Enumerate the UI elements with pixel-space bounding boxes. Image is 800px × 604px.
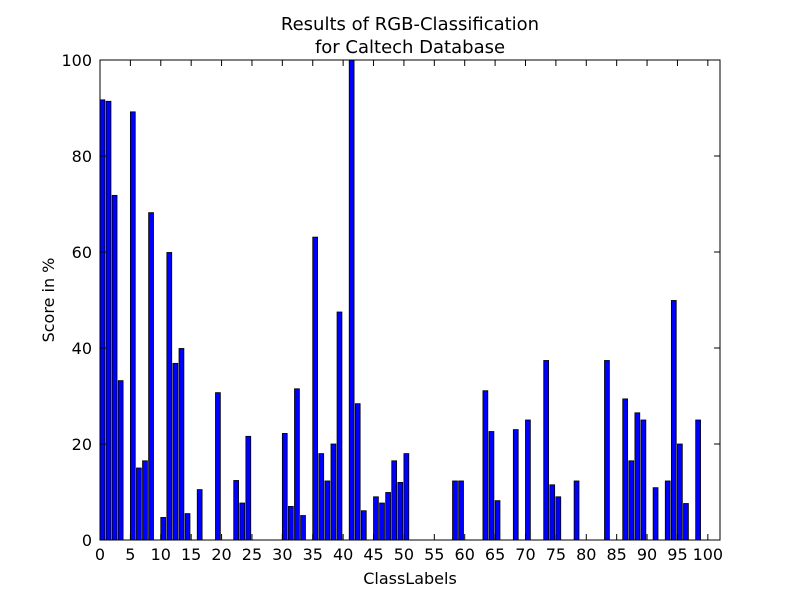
bar-class-75 — [555, 496, 562, 541]
x-tick-label: 80 — [576, 545, 596, 564]
bar-class-63 — [482, 390, 489, 541]
bar-class-3 — [117, 380, 124, 541]
bar-class-89 — [640, 419, 647, 541]
bar-class-95 — [677, 443, 683, 541]
bar-class-58 — [452, 480, 458, 541]
bar-class-10 — [160, 517, 167, 541]
bar-class-39 — [336, 311, 343, 541]
x-tick-label: 65 — [485, 545, 505, 564]
x-tick-label: 0 — [95, 545, 105, 564]
bar-class-7 — [142, 460, 148, 541]
bar-class-83 — [604, 360, 610, 541]
x-tick-label: 90 — [637, 545, 657, 564]
bar-class-8 — [148, 212, 154, 541]
bar-class-19 — [215, 392, 221, 541]
bar-class-73 — [543, 360, 549, 541]
plot-frame — [99, 59, 721, 541]
bar-class-24 — [245, 435, 252, 541]
x-tick-label: 10 — [151, 545, 171, 564]
bar-class-70 — [525, 419, 531, 541]
x-tick-label: 100 — [693, 545, 724, 564]
bar-class-64 — [488, 431, 495, 541]
chart-title-line-1: Results of RGB-Classification — [281, 14, 539, 35]
bar-class-65 — [494, 500, 501, 541]
bar-class-2 — [111, 194, 118, 541]
bar-class-78 — [573, 480, 580, 541]
x-tick-label: 85 — [606, 545, 626, 564]
y-tick-label: 20 — [72, 435, 92, 454]
bar-class-13 — [178, 348, 185, 541]
bar-class-59 — [458, 480, 464, 541]
bar-class-98 — [695, 419, 701, 541]
x-tick-label: 5 — [125, 545, 135, 564]
y-tick-label: 100 — [61, 51, 92, 70]
bar-class-94 — [670, 300, 677, 541]
x-tick-label: 20 — [211, 545, 231, 564]
x-tick-label: 40 — [333, 545, 353, 564]
bar-class-11 — [166, 252, 173, 541]
x-tick-label: 70 — [515, 545, 535, 564]
x-tick-label: 55 — [424, 545, 444, 564]
chart-title-line-2: for Caltech Database — [315, 37, 505, 58]
bar-class-87 — [628, 460, 635, 541]
bar-class-91 — [652, 487, 659, 541]
bar-class-6 — [136, 467, 142, 541]
bar-class-86 — [622, 398, 629, 541]
bar-class-31 — [288, 505, 294, 541]
y-axis-label: Score in % — [39, 258, 58, 343]
bar-class-38 — [330, 443, 337, 541]
bar-class-88 — [634, 412, 641, 541]
bar-class-48 — [391, 460, 398, 541]
bar-class-0 — [99, 99, 106, 541]
x-tick-label: 15 — [181, 545, 201, 564]
bar-class-74 — [549, 484, 556, 541]
bars-layer — [99, 59, 701, 541]
bar-class-22 — [233, 480, 239, 541]
bar-class-41 — [348, 59, 355, 541]
bar-class-93 — [664, 480, 671, 541]
bar-class-37 — [324, 480, 331, 541]
bar-class-50 — [403, 453, 410, 541]
bar-class-30 — [281, 433, 288, 541]
bar-class-49 — [397, 481, 404, 541]
x-tick-label: 60 — [455, 545, 475, 564]
bar-class-96 — [683, 503, 689, 541]
x-tick-label: 25 — [242, 545, 262, 564]
x-tick-label: 45 — [363, 545, 383, 564]
bar-class-33 — [300, 515, 306, 541]
bar-class-43 — [360, 510, 367, 541]
y-tick-label: 60 — [72, 243, 92, 262]
x-tick-label: 35 — [303, 545, 323, 564]
bar-class-14 — [184, 513, 191, 541]
bar-class-68 — [512, 429, 519, 541]
bar-class-23 — [239, 502, 246, 541]
bar-class-42 — [354, 403, 361, 541]
bar-class-1 — [105, 100, 112, 541]
y-tick-label: 0 — [82, 531, 92, 550]
x-tick-label: 95 — [667, 545, 687, 564]
bar-class-5 — [129, 111, 136, 541]
bar-class-36 — [318, 453, 325, 541]
x-tick-label: 75 — [546, 545, 566, 564]
bar-class-47 — [385, 492, 391, 541]
x-tick-label: 50 — [394, 545, 414, 564]
bar-class-16 — [196, 489, 203, 541]
y-tick-label: 80 — [72, 147, 92, 166]
x-tick-label: 30 — [272, 545, 292, 564]
y-tick-label: 40 — [72, 339, 92, 358]
bar-class-12 — [172, 362, 179, 541]
bar-class-32 — [294, 388, 300, 541]
bar-class-45 — [373, 496, 379, 541]
axes-layer: 0 5 10 15 20 25 30 35 40 45 50 55 60 65 70 75 80 85 90 95 10… — [61, 51, 723, 564]
bar-class-46 — [379, 502, 385, 541]
bar-class-35 — [312, 236, 319, 541]
x-axis-label: ClassLabels — [363, 569, 457, 588]
